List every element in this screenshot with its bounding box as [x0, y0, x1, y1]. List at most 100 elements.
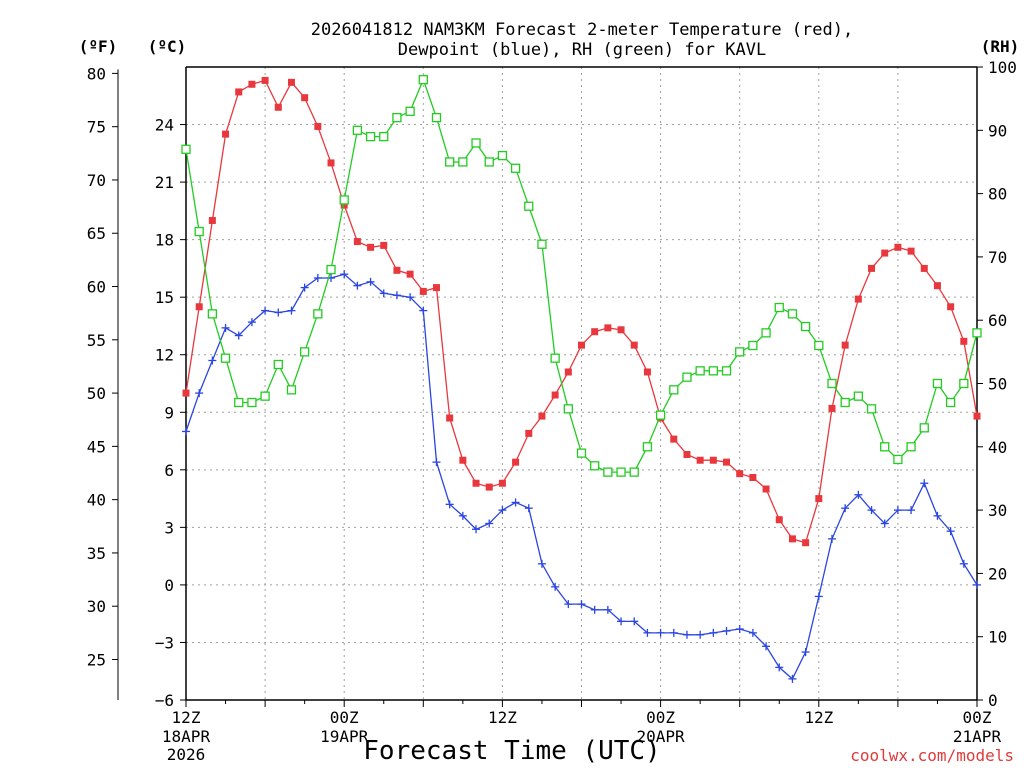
rh-tick-label: 30	[988, 501, 1007, 520]
dewpoint-point	[590, 605, 599, 614]
relative-humidity-point	[471, 138, 481, 148]
dewpoint-point	[392, 291, 401, 300]
2-meter-temperature-point	[525, 429, 533, 437]
2-meter-temperature-point	[604, 324, 612, 332]
relative-humidity-point	[629, 467, 639, 477]
relative-humidity-point	[669, 385, 679, 395]
relative-humidity-point	[431, 112, 442, 123]
relative-humidity-point	[708, 366, 718, 376]
2-meter-temperature-point	[195, 303, 203, 311]
fahrenheit-tick-label: 55	[87, 331, 106, 350]
2-meter-temperature-point	[828, 404, 836, 412]
rh-tick-label: 20	[988, 564, 1007, 583]
dewpoint-point	[313, 274, 322, 282]
relative-humidity-point	[220, 353, 231, 363]
dewpoint-point	[933, 511, 942, 520]
rh-tick-label: 60	[988, 311, 1007, 330]
axes	[112, 66, 983, 707]
dewpoint-point	[907, 506, 916, 515]
celsius-tick-label: 18	[155, 231, 174, 250]
celsius-tick-label: 21	[155, 173, 174, 192]
dewpoint-point	[788, 674, 797, 683]
relative-humidity-point	[365, 131, 376, 142]
celsius-tick-label: 0	[164, 576, 174, 595]
2-meter-temperature-point	[287, 78, 295, 86]
2-meter-temperature-point	[881, 249, 889, 257]
2-meter-temperature-point	[235, 88, 243, 96]
relative-humidity-point	[576, 448, 587, 458]
dewpoint-point	[827, 534, 836, 543]
fahrenheit-tick-label: 60	[87, 278, 106, 297]
2-meter-temperature-point	[222, 130, 230, 138]
dewpoint-point	[669, 628, 678, 637]
dewpoint-point	[366, 277, 375, 286]
2-meter-temperature-point	[630, 341, 638, 349]
2-meter-temperature-point	[736, 470, 744, 478]
relative-humidity-point	[260, 391, 270, 401]
relative-humidity-point	[273, 359, 283, 370]
celsius-tick-label: −6	[155, 691, 174, 710]
2-meter-temperature-point	[907, 247, 915, 255]
dewpoint-point	[234, 331, 243, 340]
x-axis-label: Forecast Time (UTC)	[363, 736, 660, 766]
chart-title-line-2: Dewpoint (blue), RH (green) for KAVL	[398, 40, 766, 60]
dewpoint-point	[485, 519, 494, 528]
2-meter-temperature-point	[419, 287, 427, 295]
dewpoint-point	[419, 306, 428, 315]
relative-humidity-point	[234, 397, 244, 408]
2-meter-temperature-point	[802, 539, 810, 547]
relative-humidity-point	[919, 423, 929, 433]
relative-humidity-point	[748, 340, 758, 351]
dewpoint-point	[182, 427, 190, 436]
relative-humidity-point	[418, 75, 428, 85]
dewpoint-point	[959, 559, 968, 568]
dewpoint-point	[814, 592, 823, 601]
dewpoint-point	[748, 628, 757, 637]
celsius-tick-label: 6	[164, 461, 174, 480]
tick-labels: 25 30 35 40 45 50 55 60 65 70 75 80 −6 −3 0 3 6 9 12 15 18 21…	[87, 58, 1017, 764]
rh-tick-label: 100	[988, 58, 1017, 77]
2-meter-temperature-point	[327, 159, 335, 167]
rh-tick-label: 80	[988, 185, 1007, 204]
rh-tick-label: 40	[988, 438, 1007, 457]
dewpoint-point	[946, 527, 955, 536]
fahrenheit-tick-label: 45	[87, 437, 106, 456]
rh-tick-label: 90	[988, 121, 1007, 140]
relative-humidity-point	[655, 410, 666, 420]
x-tick-date: 18APR	[162, 727, 211, 746]
relative-humidity-point	[207, 309, 218, 319]
2-meter-temperature-point	[182, 389, 190, 397]
x-tick-label: 12Z	[172, 708, 201, 727]
celsius-tick-label: 3	[164, 518, 174, 537]
dewpoint-point	[722, 626, 731, 635]
2-meter-temperature-point	[485, 483, 493, 491]
relative-humidity-point	[682, 372, 692, 382]
relative-humidity-point	[524, 201, 534, 211]
dewpoint-point	[762, 642, 771, 651]
celsius-axis-unit: (ºC)	[148, 37, 187, 56]
relative-humidity-point	[510, 163, 521, 173]
2-meter-temperature-point	[841, 341, 849, 349]
dewpoint-point	[353, 281, 362, 290]
x-tick-label: 00Z	[330, 708, 359, 727]
dewpoint-point	[195, 389, 204, 398]
2-meter-temperature-point	[446, 414, 454, 422]
dewpoint-point	[445, 500, 454, 509]
2-meter-temperature-point	[353, 238, 361, 246]
2-meter-temperature-point	[551, 391, 559, 399]
relative-humidity-point	[550, 353, 560, 363]
relative-humidity-point	[642, 442, 653, 452]
2-meter-temperature-point	[894, 243, 902, 251]
2-meter-temperature-point	[762, 485, 770, 493]
dewpoint-point	[524, 504, 533, 513]
dewpoint-point	[261, 306, 270, 315]
dewpoint-point	[406, 293, 415, 302]
dewpoint-point	[221, 323, 230, 332]
x-tick-date: 21APR	[953, 727, 1002, 746]
rh-tick-label: 50	[988, 375, 1007, 394]
x-tick-year: 2026	[167, 745, 206, 764]
relative-humidity-point	[853, 391, 863, 401]
dewpoint-point	[458, 511, 467, 520]
relative-humidity-point	[721, 366, 732, 376]
